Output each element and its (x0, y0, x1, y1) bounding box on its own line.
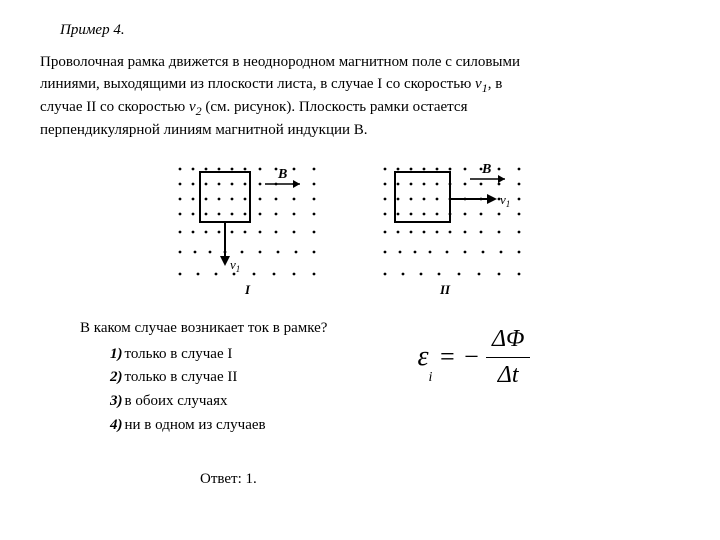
emf-formula: ε i = − ΔΦ Δt (417, 322, 530, 393)
frame-2 (395, 172, 450, 222)
option-3: 3)в обоих случаях (110, 391, 327, 413)
example-title: Пример 4. (60, 20, 680, 42)
epsilon-sub: i (429, 368, 433, 388)
v2-label: v1 (500, 192, 510, 209)
p-line4: перпендикулярной линиям магнитной индукц… (40, 122, 368, 138)
b-label-1: B (277, 167, 287, 182)
option-1: 1)только в случае I (110, 344, 327, 366)
p-line2b: , в (488, 76, 503, 92)
option-2: 2)только в случае II (110, 367, 327, 389)
p-line3a: случае II со скоростью (40, 99, 189, 115)
label-I: I (244, 282, 251, 297)
fraction: ΔΦ Δt (486, 322, 530, 393)
options: 1)только в случае I 2)только в случае II… (110, 344, 327, 437)
option-4: 4)ни в одном из случаев (110, 415, 327, 437)
p-line1: Проволочная рамка движется в неоднородно… (40, 54, 520, 70)
figure: B v1 B v1 I II (40, 154, 680, 312)
p-line3b: (см. рисунок). Плоскость рамки остается (202, 99, 468, 115)
physics-diagram: B v1 B v1 I II (160, 154, 560, 304)
b-arrowhead-2 (498, 175, 505, 183)
problem-text: Проволочная рамка движется в неоднородно… (40, 52, 680, 142)
epsilon: ε (417, 337, 428, 378)
equals-minus: = − (438, 338, 480, 376)
p-line2a: линиями, выходящими из плоскости листа, … (40, 76, 475, 92)
frame-1 (200, 172, 250, 222)
b-arrowhead-1 (293, 180, 300, 188)
answer: Ответ: 1. (200, 469, 680, 491)
numerator: ΔΦ (486, 322, 530, 358)
label-II: II (439, 282, 451, 297)
question: В каком случае возникает ток в рамке? (80, 318, 327, 340)
denominator: Δt (492, 358, 525, 393)
v1-arrowhead (220, 256, 230, 266)
p-v1: v (475, 76, 482, 92)
p-v2: v (189, 99, 196, 115)
v2-arrowhead (487, 194, 497, 204)
v1-label: v1 (230, 257, 240, 274)
b-label-2: B (481, 162, 491, 177)
